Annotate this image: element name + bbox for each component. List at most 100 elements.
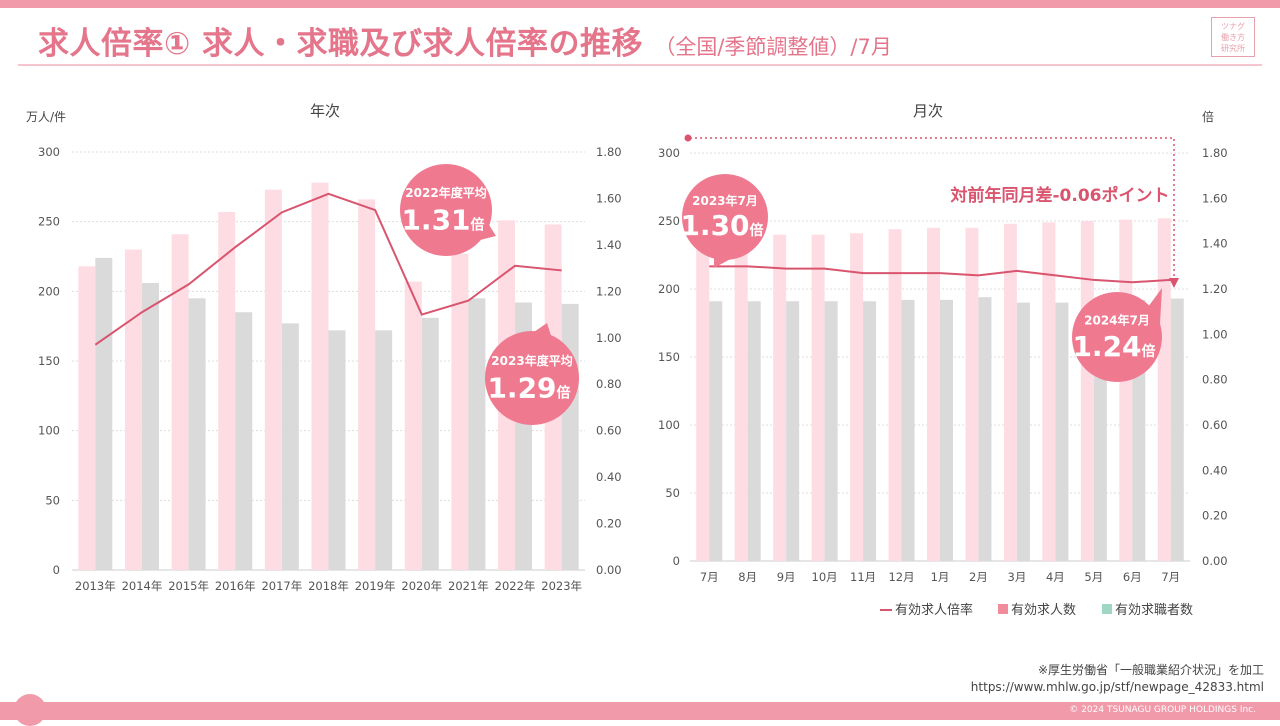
bar-seekers [421,317,439,570]
logo-line-3: 研究所 [1221,44,1245,53]
y-tick-left: 300 [658,146,680,160]
y-tick-left: 200 [658,282,680,296]
y-tick-right: 0.60 [1202,418,1228,432]
callout-2024-july-value: 1.24倍 [1072,330,1155,363]
bar-seekers [561,303,579,570]
logo-line-2: 働き方 [1221,33,1245,42]
x-tick-label: 1月 [931,570,950,584]
bar-seekers [824,301,838,561]
bar-openings [358,199,376,570]
callout-2023-average-number: 1.29 [487,372,556,405]
bar-seekers [709,301,723,561]
callout-2022-average-unit: 倍 [471,216,485,233]
bar-openings [1119,219,1133,561]
legend-label-seekers: 有効求職者数 [1115,603,1193,618]
x-tick-label: 2014年 [122,579,163,593]
bar-seekers [863,301,877,561]
callout-2024-july-label: 2024年7月 [1084,312,1150,327]
y-tick-right: 1.00 [1202,327,1228,341]
bracket-start-dot [684,134,692,142]
page-title: 求人倍率① 求人・求職及び求人倍率の推移 （全国/季節調整値）/7月 [38,18,892,63]
x-tick-label: 2月 [969,570,988,584]
bar-openings [171,234,189,570]
x-tick-label: 2017年 [261,579,302,593]
x-tick-label: 7月 [1161,570,1180,584]
bar-seekers [978,297,992,561]
legend-label-openings: 有効求人数 [1011,603,1076,618]
bar-seekers [95,257,113,570]
bar-openings [811,234,825,561]
bar-openings [1003,223,1017,561]
bar-openings [78,266,96,570]
y-tick-left: 300 [38,145,60,159]
x-tick-label: 4月 [1046,570,1065,584]
ratio-line [94,192,562,346]
page-number-badge [14,694,46,726]
bar-openings [850,233,864,562]
y-tick-left: 100 [38,424,60,438]
y-tick-left: 50 [45,493,60,507]
x-tick-label: 2015年 [168,579,209,593]
bar-openings [1080,221,1094,561]
bar-seekers [901,299,915,561]
callout-2024-july-circle [1072,292,1162,382]
bar-seekers [940,299,953,561]
y-tick-left: 100 [658,418,680,432]
y-tick-right: 0.40 [1202,463,1228,477]
bar-openings [965,227,979,562]
bar-seekers [1016,302,1030,561]
x-tick-label: 2019年 [355,579,396,593]
y-tick-left: 250 [38,215,60,229]
y-tick-right: 0.00 [1202,554,1228,568]
callout-2023-july-number: 1.30 [680,209,749,242]
y-tick-right: 0.00 [596,563,622,577]
callout-2024-july-tail [1148,288,1162,324]
bar-openings [311,182,329,571]
y-tick-right: 1.60 [596,191,622,205]
y-tick-right: 0.40 [596,470,622,484]
y-tick-left: 200 [38,284,60,298]
footer-bar [0,702,1280,720]
bar-seekers [747,301,761,561]
y-tick-right: 1.20 [1202,282,1228,296]
bar-seekers [1055,302,1069,561]
callout-2023-july-value: 1.30倍 [680,209,763,242]
yoy-difference-annotation: 対前年同月差-0.06ポイント [950,185,1170,206]
brand-logo: ツナグ 働き方 研究所 [1211,17,1255,57]
bar-openings [124,249,142,571]
x-tick-label: 5月 [1084,570,1103,584]
bar-seekers [375,330,393,570]
chart-title: 月次 [913,102,943,120]
y-tick-left: 150 [658,350,680,364]
callout-2023-july-circle [682,174,768,260]
bar-openings [696,230,710,561]
top-accent-bar [0,0,1280,8]
y-tick-right: 0.20 [1202,509,1228,523]
callout-2023-average-unit: 倍 [557,385,571,402]
x-tick-label: 2016年 [215,579,256,593]
y-axis-unit-label: 倍 [1202,109,1214,124]
page-title-main: 求人倍率① 求人・求職及び求人倍率の推移 [38,26,644,62]
x-tick-label: 2023年 [541,579,582,593]
callout-2024-july-number: 1.24 [1072,330,1141,363]
x-tick-label: 11月 [850,570,876,584]
monthly-chart: 月次 0 50 100 150 200 250 300 0.00 0.20 0.40 0.60 0.80… [658,102,1228,618]
y-axis-unit-label: 万人/件 [26,110,66,124]
bar-openings [927,227,940,562]
y-tick-right: 1.80 [596,145,622,159]
bar-seekers [468,298,486,570]
y-tick-right: 0.80 [1202,373,1228,387]
y-tick-left: 50 [665,486,680,500]
bar-seekers [235,312,253,570]
source-url: https://www.mhlw.go.jp/stf/newpage_42833… [970,680,1264,694]
x-tick-label: 2013年 [75,579,116,593]
x-tick-label: 2022年 [495,579,536,593]
callout-2022-average-number: 1.31 [401,203,470,236]
source-note: ※厚生労働省「一般職業紹介状況」を加工 [1037,663,1264,677]
legend-label-ratio: 有効求人倍率 [895,602,973,618]
y-tick-right: 0.20 [596,517,622,531]
logo-line-1: ツナグ [1221,22,1245,31]
bar-seekers [281,323,299,570]
y-tick-left: 0 [53,563,60,577]
x-tick-label: 2018年 [308,579,349,593]
